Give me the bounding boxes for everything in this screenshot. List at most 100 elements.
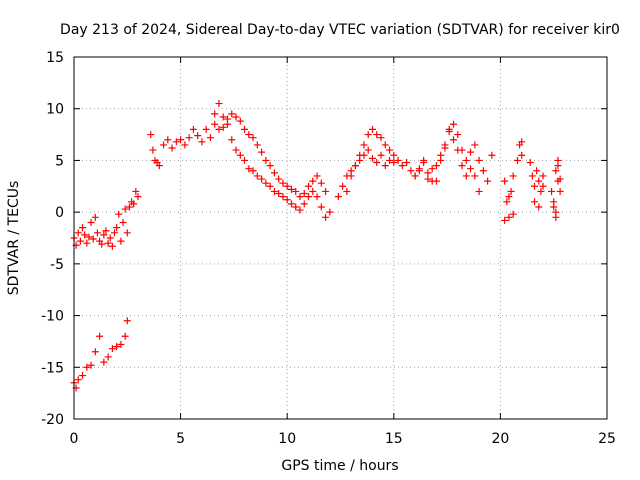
data-point [119, 218, 127, 226]
data-point [528, 172, 536, 180]
data-point [381, 141, 389, 149]
data-point [211, 120, 219, 128]
data-point [270, 187, 278, 195]
data-point [287, 185, 295, 193]
x-tick-label: 20 [491, 431, 509, 447]
data-point [501, 216, 509, 224]
data-point [513, 156, 521, 164]
y-axis-title: SDTVAR / TECUs [6, 181, 22, 296]
data-point [275, 190, 283, 198]
data-point [552, 213, 560, 221]
data-point [83, 239, 91, 247]
data-point [535, 177, 543, 185]
data-point [432, 162, 440, 170]
data-point [407, 167, 415, 175]
data-point [206, 134, 214, 142]
data-point [305, 182, 313, 190]
data-point [100, 358, 108, 366]
data-point [185, 134, 193, 142]
data-point [305, 193, 313, 201]
data-point [266, 182, 274, 190]
data-point [117, 237, 125, 245]
data-point [509, 172, 517, 180]
data-point [106, 234, 114, 242]
x-tick-label: 5 [176, 431, 185, 447]
data-point [91, 348, 99, 356]
data-point [83, 363, 91, 371]
y-tick-label: 5 [55, 153, 64, 169]
data-point [76, 237, 84, 245]
data-point [317, 203, 325, 211]
x-tick-label: 25 [598, 431, 616, 447]
y-tick-label: -5 [50, 257, 64, 273]
data-point [108, 242, 116, 250]
data-point [125, 203, 133, 211]
data-point [253, 141, 261, 149]
data-point [518, 151, 526, 159]
data-point [309, 187, 317, 195]
data-point [554, 177, 562, 185]
data-point [115, 210, 123, 218]
data-point [411, 172, 419, 180]
data-point [292, 187, 300, 195]
data-point [87, 361, 95, 369]
data-point [172, 138, 180, 146]
data-point [356, 156, 364, 164]
data-point [415, 167, 423, 175]
data-point [91, 213, 99, 221]
data-point [236, 117, 244, 125]
data-point [454, 146, 462, 154]
data-point [160, 141, 168, 149]
data-point [322, 187, 330, 195]
data-point [390, 151, 398, 159]
data-point [211, 110, 219, 118]
data-point [368, 154, 376, 162]
data-point [317, 179, 325, 187]
data-point [104, 239, 112, 247]
data-point [266, 162, 274, 170]
data-point [134, 193, 142, 201]
data-point [471, 172, 479, 180]
data-point [458, 162, 466, 170]
data-point [262, 156, 270, 164]
data-point [505, 213, 513, 221]
data-point [300, 190, 308, 198]
data-point [449, 120, 457, 128]
data-point [548, 187, 556, 195]
data-point [177, 136, 185, 144]
data-point [262, 179, 270, 187]
data-point [381, 162, 389, 170]
data-point [236, 151, 244, 159]
data-point [198, 138, 206, 146]
data-point [194, 132, 202, 140]
data-point [219, 113, 227, 121]
data-point [149, 146, 157, 154]
data-point [228, 110, 236, 118]
y-tick-label: 15 [46, 50, 64, 66]
data-point [79, 224, 87, 232]
data-point [123, 317, 131, 325]
data-point [424, 169, 432, 177]
data-point [87, 218, 95, 226]
data-point [113, 343, 121, 351]
data-point [386, 146, 394, 154]
data-point [449, 136, 457, 144]
data-point [89, 235, 97, 243]
data-point [441, 144, 449, 152]
grid-layer [74, 57, 607, 419]
data-point [74, 376, 82, 384]
data-point [275, 175, 283, 183]
data-point [454, 131, 462, 139]
data-point [539, 182, 547, 190]
data-point [518, 138, 526, 146]
data-point [503, 198, 511, 206]
data-point [428, 165, 436, 173]
data-point [300, 200, 308, 208]
data-point [215, 100, 223, 108]
data-point [132, 187, 140, 195]
data-point [364, 131, 372, 139]
data-point [501, 177, 509, 185]
data-point [326, 208, 334, 216]
y-tick-label: -10 [41, 309, 64, 325]
data-point [121, 205, 129, 213]
